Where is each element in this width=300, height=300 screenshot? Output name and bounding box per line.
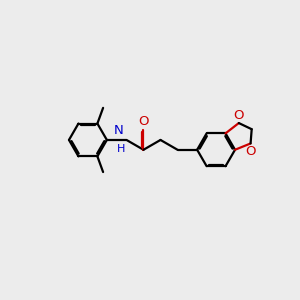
Text: O: O — [245, 145, 256, 158]
Text: O: O — [138, 115, 149, 128]
Text: O: O — [234, 109, 244, 122]
Text: N: N — [114, 124, 124, 137]
Text: H: H — [116, 144, 125, 154]
